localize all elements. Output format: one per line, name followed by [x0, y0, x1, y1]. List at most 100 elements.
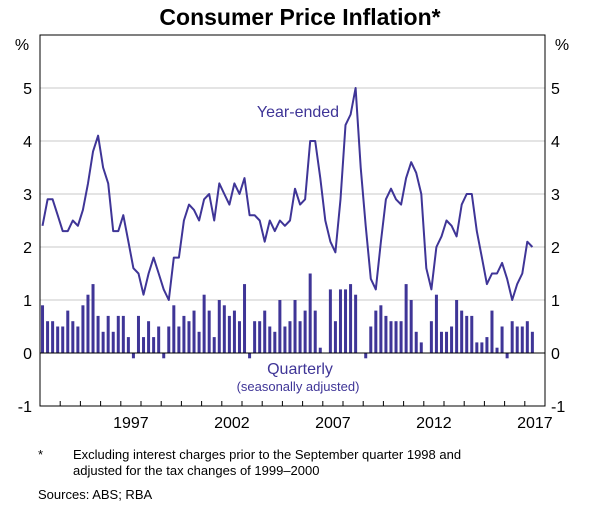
quarterly-bar: [66, 310, 70, 353]
x-tick-label: 2007: [315, 415, 351, 432]
quarterly-bar: [485, 337, 489, 353]
quarterly-bar: [364, 353, 368, 359]
y-tick-label-right: 4: [551, 134, 560, 151]
quarterly-bar: [91, 284, 95, 353]
y-tick-label-right: 2: [551, 240, 560, 257]
quarterly-bar: [500, 326, 504, 353]
quarterly-bar: [212, 337, 216, 353]
quarterly-bar: [41, 305, 45, 353]
y-tick-label-right: 0: [551, 346, 560, 363]
quarterly-bar: [455, 300, 459, 353]
quarterly-bar: [369, 326, 373, 353]
quarterly-bar: [288, 321, 292, 353]
quarterly-bar: [505, 353, 509, 359]
quarterly-bar: [81, 305, 85, 353]
y-axis-unit-right: %: [555, 37, 569, 54]
x-tick-label: 2012: [416, 415, 452, 432]
quarterly-bar: [131, 353, 135, 359]
footnote-marker: *: [38, 447, 44, 462]
year-ended-series-line: [41, 87, 534, 301]
quarterly-bar: [232, 310, 236, 353]
y-tick-label-right: 1: [551, 293, 560, 310]
quarterly-bar: [344, 289, 348, 353]
quarterly-bar: [429, 321, 433, 353]
quarterly-bar: [308, 273, 312, 353]
y-tick-label-left: 1: [23, 293, 32, 310]
quarterly-bar: [495, 347, 499, 353]
y-tick-label-left: 5: [23, 81, 32, 98]
quarterly-bar: [51, 321, 55, 353]
quarterly-bar: [445, 331, 449, 353]
quarterly-bar: [192, 310, 196, 353]
quarterly-bar: [167, 326, 171, 353]
y-tick-label-right: -1: [551, 399, 565, 416]
quarterly-bar: [278, 300, 282, 353]
quarterly-bar: [71, 321, 75, 353]
quarterly-bar: [101, 331, 105, 353]
quarterly-bar: [404, 284, 408, 353]
x-tick-label: 2002: [214, 415, 250, 432]
quarterly-bar: [354, 294, 358, 353]
plot-frame: [39, 34, 546, 407]
quarterly-bar: [136, 315, 140, 353]
quarterly-bar: [61, 326, 65, 353]
series-label-quarterly: Quarterly: [267, 361, 333, 378]
quarterly-bars: [41, 273, 534, 359]
quarterly-bar: [263, 310, 267, 353]
quarterly-bar: [465, 315, 469, 353]
gridlines: [40, 87, 545, 301]
quarterly-bar: [172, 305, 176, 353]
quarterly-bar: [480, 342, 484, 353]
series-label-year-ended: Year-ended: [257, 104, 339, 121]
y-tick-label-left: 2: [23, 240, 32, 257]
quarterly-bar: [202, 294, 206, 353]
quarterly-bar: [414, 331, 418, 353]
quarterly-bar: [273, 331, 277, 353]
quarterly-bar: [333, 321, 337, 353]
y-tick-label-left: 3: [23, 187, 32, 204]
quarterly-bar: [379, 305, 383, 353]
quarterly-bar: [530, 331, 534, 353]
quarterly-bar: [248, 353, 252, 359]
quarterly-bar: [349, 284, 353, 353]
footnote-line-1: Excluding interest charges prior to the …: [73, 447, 462, 462]
quarterly-bar: [222, 305, 226, 353]
quarterly-bar: [227, 315, 231, 353]
quarterly-bar: [293, 300, 297, 353]
quarterly-bar: [56, 326, 60, 353]
quarterly-bar: [439, 331, 443, 353]
x-axis-labels: 1997 2002 2007 2012 2017: [113, 415, 553, 432]
quarterly-bar: [470, 315, 474, 353]
quarterly-bar: [389, 321, 393, 353]
quarterly-bar: [152, 337, 156, 353]
quarterly-bar: [177, 326, 181, 353]
quarterly-bar: [450, 326, 454, 353]
y-tick-label-right: 3: [551, 187, 560, 204]
x-tick-label: 1997: [113, 415, 149, 432]
quarterly-bar: [318, 347, 322, 353]
quarterly-bar: [520, 326, 524, 353]
quarterly-bar: [460, 310, 464, 353]
quarterly-bar: [394, 321, 398, 353]
quarterly-bar: [384, 315, 388, 353]
quarterly-bar: [182, 315, 186, 353]
y-tick-label-left: 4: [23, 134, 32, 151]
quarterly-bar: [106, 315, 110, 353]
quarterly-bar: [217, 300, 221, 353]
quarterly-bar: [258, 321, 262, 353]
quarterly-bar: [243, 284, 247, 353]
quarterly-bar: [111, 331, 115, 353]
y-tick-label-left: 0: [23, 346, 32, 363]
quarterly-bar: [399, 321, 403, 353]
quarterly-bar: [328, 289, 332, 353]
quarterly-bar: [207, 310, 211, 353]
quarterly-bar: [298, 321, 302, 353]
quarterly-bar: [162, 353, 166, 359]
quarterly-bar: [253, 321, 257, 353]
quarterly-bar: [475, 342, 479, 353]
sources: Sources: ABS; RBA: [38, 487, 153, 502]
y-tick-label-right: 5: [551, 81, 560, 98]
quarterly-bar: [434, 294, 438, 353]
quarterly-bar: [409, 300, 413, 353]
